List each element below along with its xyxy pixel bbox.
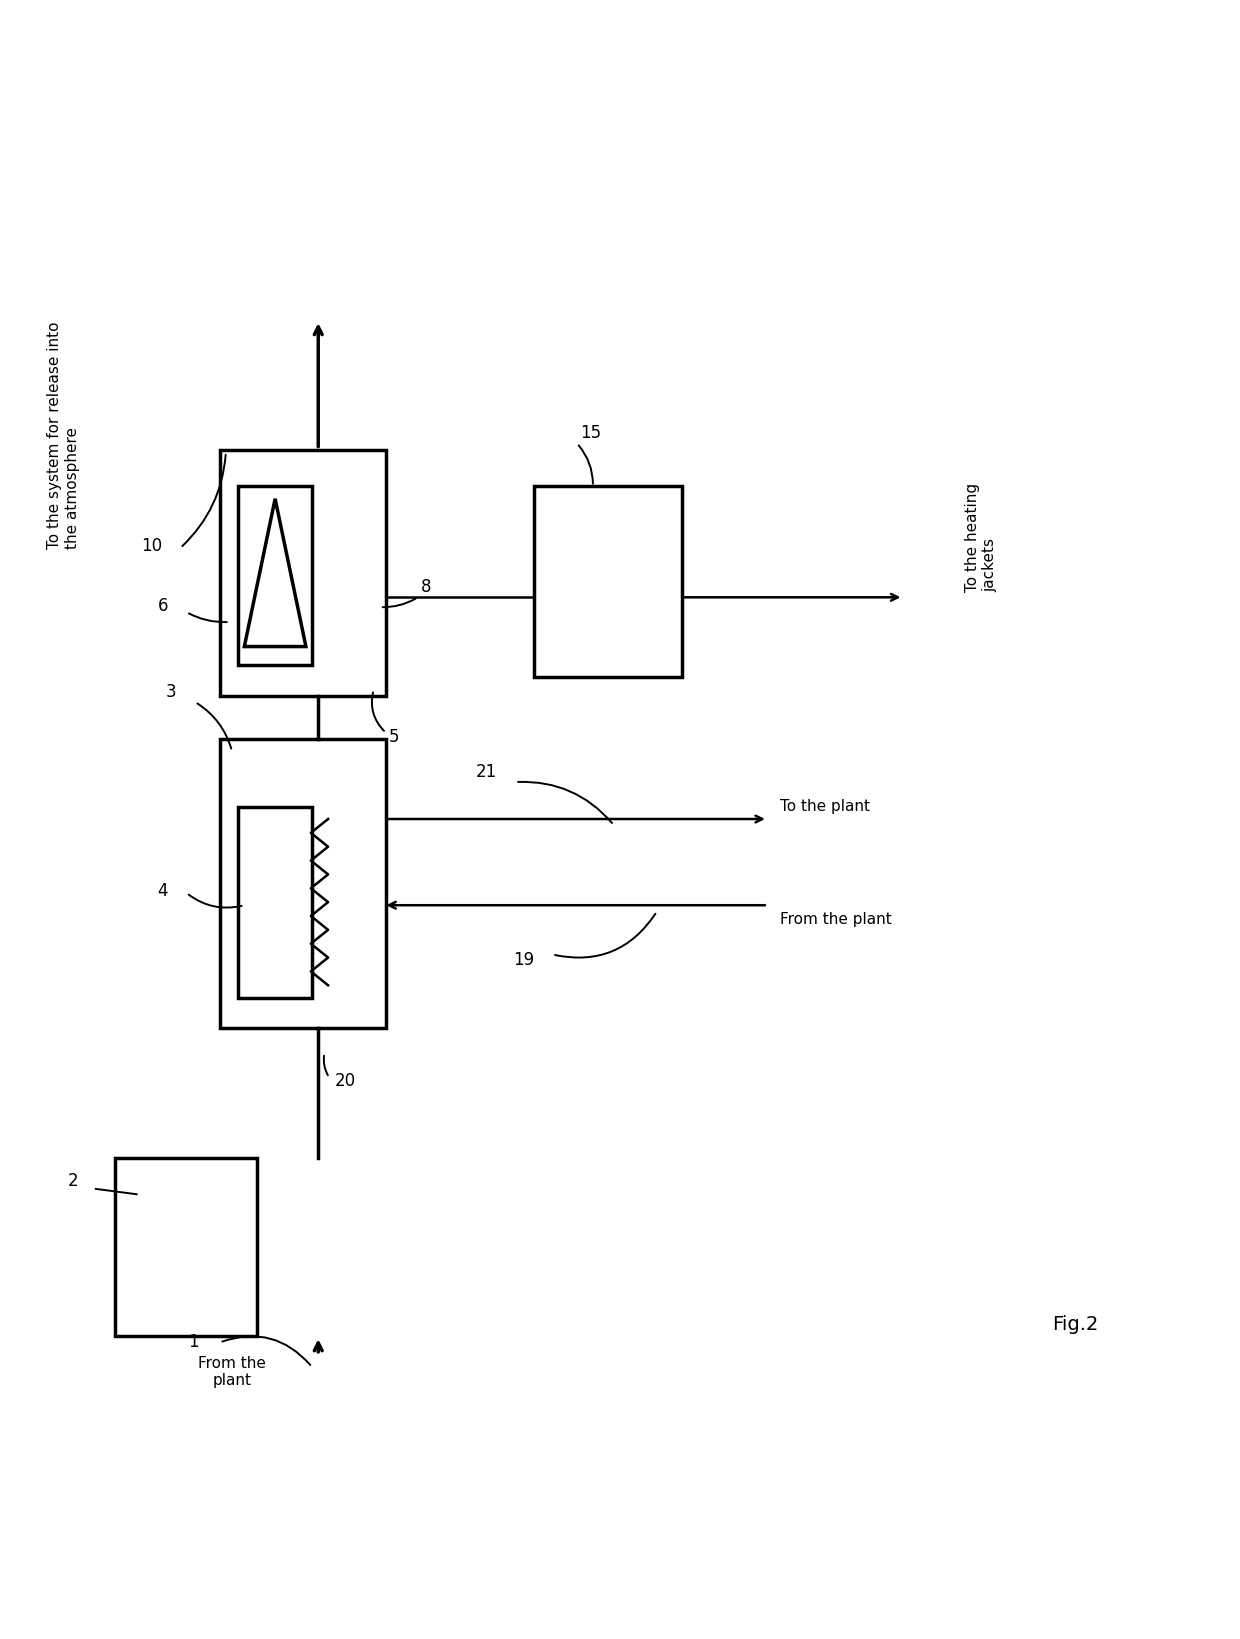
- Text: 3: 3: [166, 682, 176, 700]
- Text: 6: 6: [157, 597, 167, 615]
- Bar: [115, 1159, 257, 1336]
- Polygon shape: [244, 500, 306, 647]
- Bar: [238, 806, 312, 998]
- Text: 19: 19: [512, 951, 533, 969]
- Bar: [219, 451, 386, 697]
- Text: 4: 4: [157, 882, 167, 900]
- Text: 21: 21: [476, 762, 497, 780]
- Text: 5: 5: [388, 728, 399, 746]
- Bar: [219, 739, 386, 1029]
- Text: To the heating
jackets: To the heating jackets: [965, 484, 997, 592]
- Text: 1: 1: [188, 1333, 198, 1351]
- Text: To the plant: To the plant: [780, 798, 870, 813]
- Bar: [238, 487, 312, 665]
- Text: 10: 10: [140, 538, 161, 556]
- Text: 8: 8: [420, 579, 432, 597]
- Text: Fig.2: Fig.2: [1053, 1314, 1099, 1334]
- Bar: [533, 487, 682, 679]
- Text: 2: 2: [67, 1172, 78, 1188]
- Text: From the plant: From the plant: [780, 911, 892, 926]
- Text: 20: 20: [335, 1072, 356, 1090]
- Text: 15: 15: [580, 425, 601, 443]
- Text: To the system for release into
the atmosphere: To the system for release into the atmos…: [47, 321, 79, 549]
- Text: From the
plant: From the plant: [198, 1355, 265, 1387]
